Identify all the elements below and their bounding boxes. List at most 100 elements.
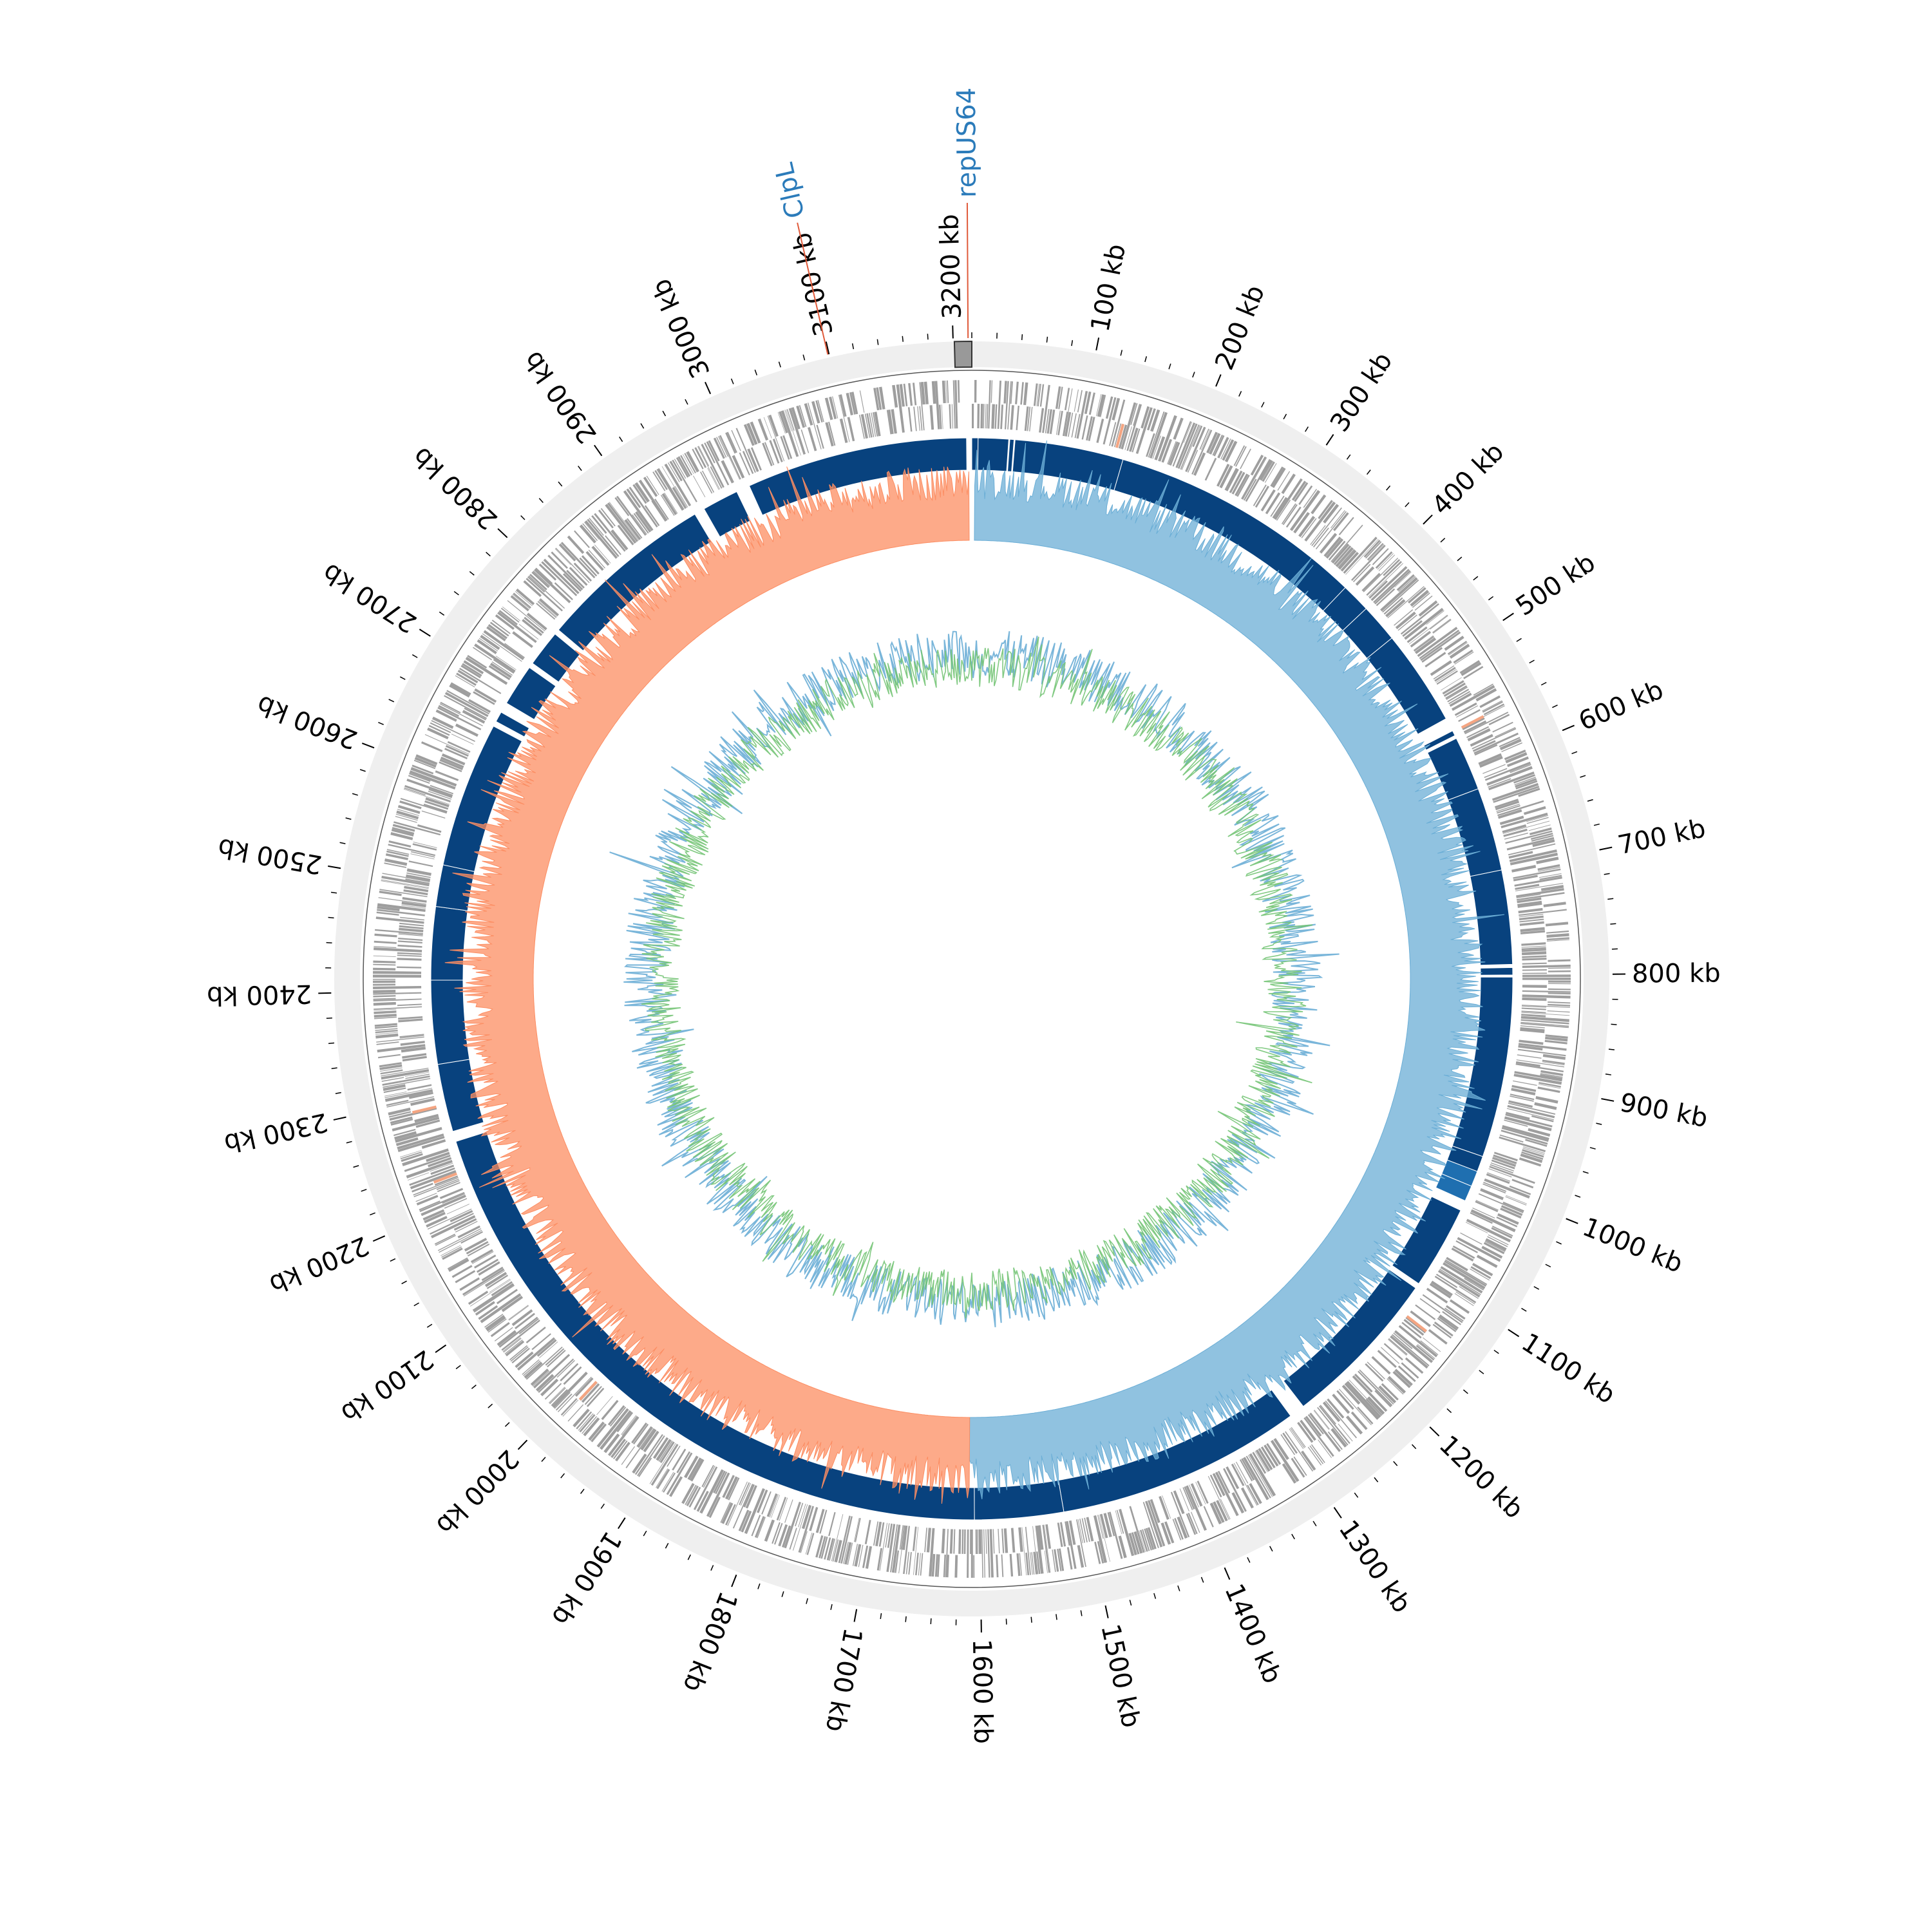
- minor-tick: [1582, 1171, 1589, 1174]
- major-tick: [952, 325, 954, 339]
- minor-tick: [1493, 1349, 1499, 1354]
- synteny-block: [1391, 1196, 1461, 1284]
- minor-tick: [1529, 659, 1535, 664]
- minor-tick: [1291, 1533, 1295, 1540]
- minor-tick: [560, 1473, 565, 1479]
- major-tick: [594, 444, 603, 457]
- synteny-block: [1007, 439, 1015, 472]
- minor-tick: [1608, 1048, 1615, 1050]
- minor-tick: [1605, 1073, 1611, 1075]
- minor-tick: [730, 378, 734, 384]
- tick-label: 2600 kb: [253, 689, 362, 755]
- minor-tick: [1056, 1614, 1057, 1620]
- minor-tick: [619, 436, 623, 442]
- minor-tick: [453, 591, 459, 596]
- synteny-block: [430, 980, 470, 1065]
- annotation-leader-line: [797, 222, 829, 355]
- gc-content-track: [609, 630, 1340, 1328]
- minor-tick: [1129, 1600, 1132, 1606]
- minor-tick: [1593, 823, 1600, 826]
- minor-tick: [1610, 923, 1616, 925]
- tick-label: 400 kb: [1426, 437, 1510, 521]
- minor-tick: [439, 611, 445, 616]
- minor-tick: [1479, 1370, 1484, 1374]
- minor-tick: [486, 551, 491, 556]
- minor-tick: [1521, 1307, 1527, 1312]
- minor-tick: [558, 481, 563, 487]
- tick-label: 2800 kb: [407, 441, 504, 535]
- major-tick: [1095, 337, 1100, 351]
- major-tick: [1502, 612, 1514, 621]
- minor-tick: [1540, 681, 1547, 686]
- minor-tick: [1261, 402, 1265, 408]
- tick-label: 2300 kb: [222, 1107, 330, 1159]
- synteny-block-track: [430, 437, 1513, 1520]
- tick-label: 1600 kb: [967, 1639, 998, 1745]
- synteny-block: [1423, 730, 1455, 751]
- minor-tick: [806, 1598, 808, 1604]
- synteny-block: [1366, 638, 1447, 735]
- major-tick: [1104, 1605, 1109, 1618]
- minor-tick: [426, 1323, 433, 1328]
- minor-tick: [359, 769, 366, 772]
- minor-tick: [600, 1503, 605, 1509]
- tick-label: 700 kb: [1615, 813, 1708, 860]
- minor-tick: [1354, 1492, 1359, 1498]
- major-tick: [1325, 433, 1334, 446]
- tick-label: 3200 kb: [934, 214, 967, 319]
- minor-tick: [488, 1403, 493, 1408]
- major-tick: [705, 381, 712, 394]
- tick-label: 1700 kb: [820, 1625, 868, 1734]
- minor-tick: [1596, 1122, 1602, 1125]
- minor-tick: [578, 466, 582, 471]
- minor-tick: [1580, 775, 1586, 778]
- minor-tick: [1247, 1557, 1251, 1563]
- minor-tick: [802, 354, 806, 361]
- tick-label: 2500 kb: [216, 832, 325, 879]
- tick-label: 1800 kb: [677, 1587, 743, 1696]
- minor-tick: [778, 361, 781, 368]
- minor-tick: [1177, 1585, 1180, 1591]
- minor-tick: [1080, 1610, 1083, 1616]
- tick-label: 1200 kb: [1434, 1430, 1530, 1524]
- minor-tick: [710, 1565, 714, 1571]
- major-tick: [1601, 1098, 1615, 1102]
- tick-label: 100 kb: [1085, 242, 1132, 334]
- major-tick: [1429, 1426, 1440, 1437]
- minor-tick: [1153, 1593, 1157, 1599]
- major-tick: [1566, 1218, 1578, 1224]
- major-tick: [419, 629, 431, 637]
- minor-tick: [687, 1554, 691, 1560]
- minor-tick: [851, 343, 855, 350]
- tick-label: 2200 kb: [265, 1230, 373, 1300]
- major-tick: [1562, 724, 1575, 732]
- major-tick: [1333, 1507, 1342, 1519]
- major-tick: [618, 1517, 626, 1530]
- minor-tick: [335, 1092, 341, 1094]
- major-tick: [328, 865, 341, 869]
- minor-tick: [520, 515, 526, 520]
- minor-tick: [1200, 1577, 1204, 1583]
- minor-tick: [685, 399, 688, 405]
- minor-tick: [370, 1212, 375, 1216]
- minor-tick: [1446, 1408, 1452, 1414]
- tick-label: 300 kb: [1325, 347, 1398, 437]
- major-tick: [853, 1609, 858, 1622]
- minor-tick: [1604, 873, 1610, 875]
- minor-tick: [471, 1385, 477, 1389]
- minor-tick: [1120, 350, 1123, 356]
- synteny-block: [442, 725, 523, 872]
- minor-tick: [326, 1017, 332, 1019]
- minor-tick: [1589, 1147, 1596, 1150]
- minor-tick: [1021, 334, 1023, 341]
- annotation-label: repUS64: [952, 88, 982, 198]
- minor-tick: [378, 721, 384, 725]
- minor-tick: [1488, 596, 1494, 601]
- minor-tick: [1587, 799, 1593, 802]
- gc-content-line-outer: [609, 630, 1340, 1328]
- minor-tick: [401, 1280, 407, 1285]
- minor-tick: [1305, 426, 1309, 432]
- minor-tick: [1545, 1264, 1551, 1267]
- minor-tick: [1346, 454, 1351, 460]
- minor-tick: [352, 793, 358, 796]
